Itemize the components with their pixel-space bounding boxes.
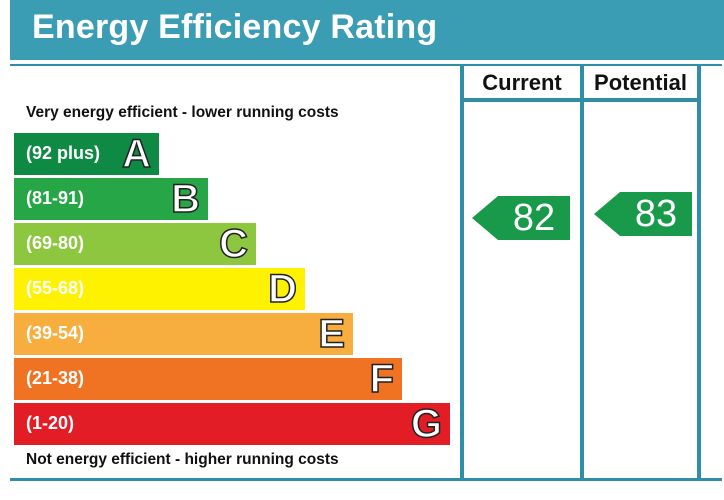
band-range-label: (55-68) (26, 278, 85, 298)
frame-bottom-line (10, 478, 722, 481)
current-column-header: Current (482, 70, 562, 95)
column-divider (580, 66, 584, 478)
frame-top-line (10, 64, 722, 66)
potential-rating-arrow: 83 (594, 192, 692, 236)
band-range-label: (92 plus) (26, 143, 101, 163)
current-rating-arrow-shape (472, 196, 570, 240)
page-title: Energy Efficiency Rating (32, 8, 438, 46)
bottom-caption: Not energy efficient - higher running co… (26, 451, 339, 468)
band-letter: F (369, 357, 395, 401)
potential-column-right-border (697, 66, 701, 478)
potential-rating-arrow-shape (594, 192, 692, 236)
current-rating-arrow-value: 82 (512, 197, 556, 239)
column-header-underline (460, 98, 701, 102)
potential-column-header: Potential (594, 70, 687, 95)
potential-rating-arrow-value: 83 (634, 193, 678, 235)
band-f: (21-38) F (14, 357, 402, 401)
band-range-label: (81-91) (26, 188, 85, 208)
band-range-label: (69-80) (26, 233, 85, 253)
band-e: (39-54) E (14, 312, 353, 356)
band-letter: B (170, 177, 200, 221)
top-caption: Very energy efficient - lower running co… (26, 104, 339, 121)
potential-rating-arrow-polygon (594, 192, 692, 236)
band-letter: A (121, 132, 151, 176)
current-rating-arrow: 82 (472, 196, 570, 240)
band-range-label: (1-20) (26, 413, 75, 433)
current-column-left-border (460, 66, 464, 478)
band-letter: C (218, 222, 248, 266)
band-letter: D (267, 267, 297, 311)
band-d: (55-68) D (14, 267, 305, 311)
band-letter: G (410, 402, 443, 446)
band-b: (81-91) B (14, 177, 208, 221)
current-rating-arrow-polygon (472, 196, 570, 240)
header-bar: Energy Efficiency Rating (10, 0, 724, 60)
band-g: (1-20) G (14, 402, 450, 446)
band-range-label: (39-54) (26, 323, 85, 343)
band-a: (92 plus) A (14, 132, 159, 176)
band-c: (69-80) C (14, 222, 256, 266)
band-letter: E (318, 312, 346, 356)
band-range-label: (21-38) (26, 368, 85, 388)
